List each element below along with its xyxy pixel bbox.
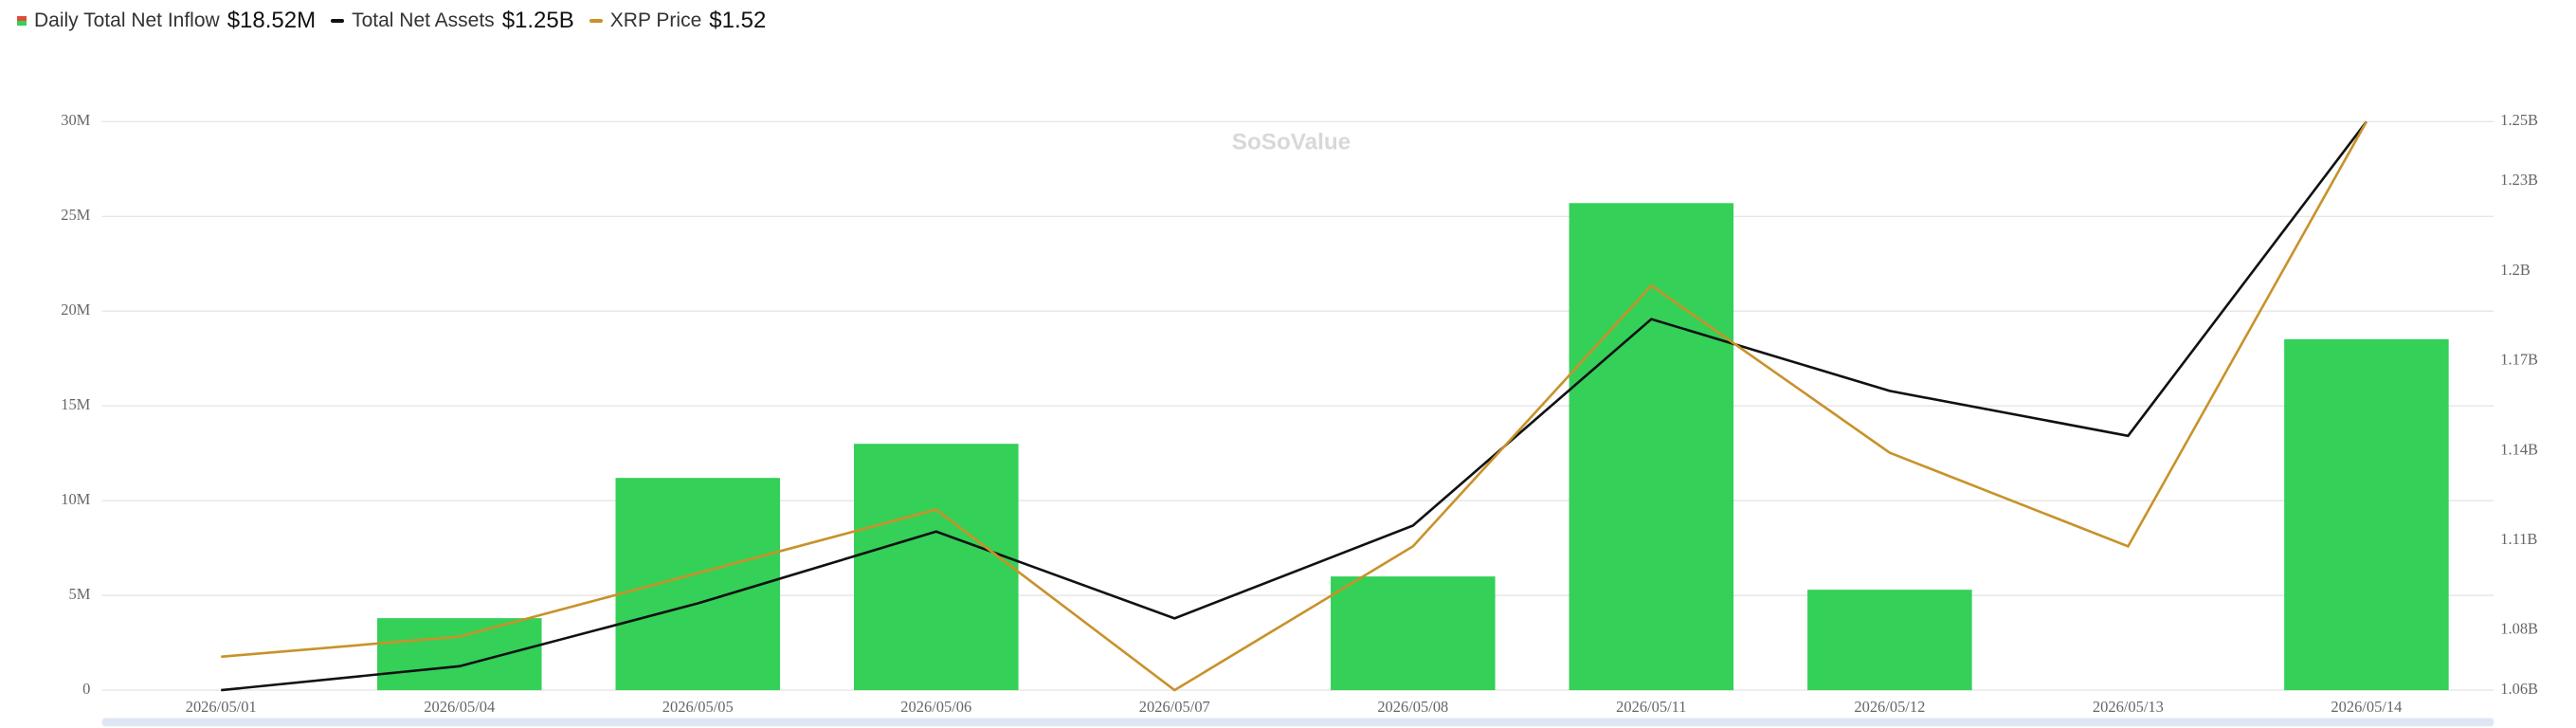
x-tick-label: 2026/05/12: [1854, 698, 1925, 716]
bar: [615, 478, 781, 691]
legend-item: XRP Price $1.52: [589, 8, 767, 34]
y-tick-label: 25M: [61, 206, 90, 224]
watermark: SoSoValue: [1232, 129, 1351, 155]
y2-tick-label: 1.25B: [2500, 111, 2538, 129]
y2-tick-label: 1.11B: [2500, 530, 2537, 548]
bar: [376, 618, 542, 691]
legend-swatch: [331, 19, 345, 23]
legend-item: Daily Total Net Inflow $18.52M: [17, 8, 316, 34]
y2-tick-label: 1.2B: [2500, 261, 2531, 279]
legend-swatch: [17, 16, 27, 26]
y2-tick-label: 1.17B: [2500, 351, 2538, 369]
legend-value: $1.25B: [501, 8, 574, 33]
bar: [854, 444, 1019, 691]
x-tick-label: 2026/05/07: [1139, 698, 1210, 716]
scrollbar: [101, 718, 2494, 727]
x-tick-label: 2026/05/05: [662, 698, 734, 716]
x-tick-label: 2026/05/08: [1377, 698, 1448, 716]
y-tick-label: 10M: [61, 490, 90, 508]
y2-tick-label: 1.08B: [2500, 620, 2538, 638]
x-tick-label: 2026/05/04: [424, 698, 495, 716]
x-tick-label: 2026/05/14: [2331, 698, 2402, 716]
legend-value: $1.52: [709, 8, 767, 33]
y-tick-label: 0: [82, 680, 90, 698]
y-tick-label: 5M: [68, 585, 90, 603]
legend-value: $18.52M: [227, 8, 317, 33]
legend-label: Total Net Assets: [352, 9, 495, 31]
line: [221, 120, 2367, 692]
legend-label: XRP Price: [609, 9, 702, 31]
y2-tick-label: 1.23B: [2500, 171, 2538, 189]
bar: [1807, 590, 1972, 691]
y-tick-label: 30M: [61, 111, 90, 129]
line: [221, 120, 2368, 692]
bar: [1331, 576, 1496, 691]
legend-item: Total Net Assets $1.25B: [331, 8, 574, 34]
y-tick-label: 20M: [61, 300, 90, 318]
bar: [2284, 338, 2449, 691]
legend-label: Daily Total Net Inflow: [34, 9, 220, 31]
x-tick-label: 2026/05/13: [2093, 698, 2164, 716]
legend: Daily Total Net Inflow $18.52M Total Net A…: [17, 8, 766, 34]
y-tick-label: 15M: [61, 395, 90, 413]
x-tick-label: 2026/05/01: [186, 698, 257, 716]
legend-swatch: [589, 19, 603, 23]
x-tick-label: 2026/05/11: [1616, 698, 1686, 716]
y2-tick-label: 1.14B: [2500, 440, 2538, 458]
y2-tick-label: 1.06B: [2500, 680, 2538, 698]
x-tick-label: 2026/05/06: [900, 698, 971, 716]
bar: [1569, 203, 1734, 691]
